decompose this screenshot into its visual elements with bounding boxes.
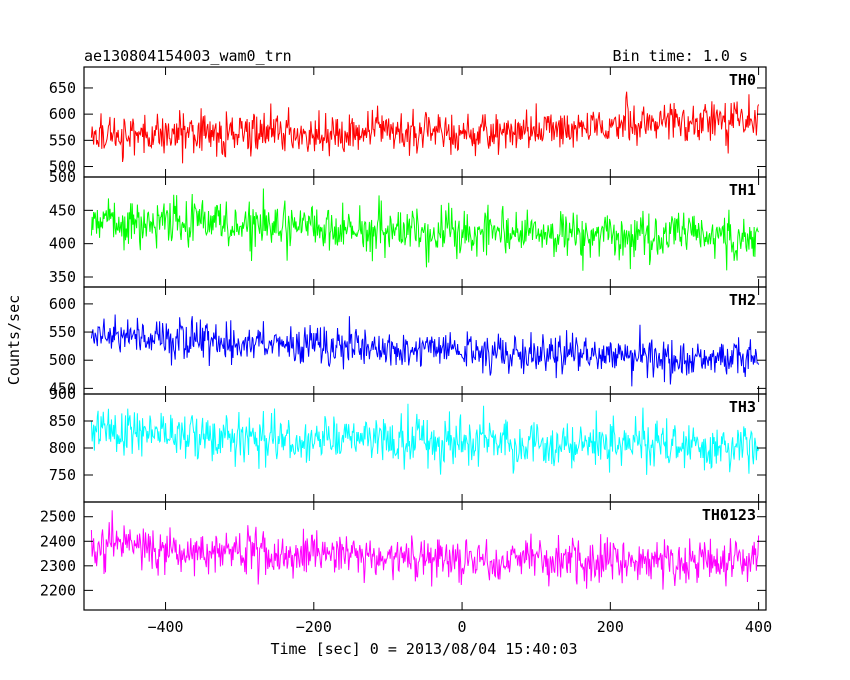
y-tick-label: 2500 [40,508,76,526]
y-tick-label: 600 [49,295,76,313]
x-tick-label: −200 [296,618,332,636]
x-tick-label: 0 [458,618,467,636]
y-tick-label: 2300 [40,557,76,575]
y-tick-label: 900 [49,385,76,403]
y-axis-label: Counts/sec [5,295,23,385]
y-tick-label: 2200 [40,581,76,599]
y-tick-label: 500 [49,351,76,369]
series-label-th1: TH1 [729,181,756,199]
y-tick-label: 750 [49,466,76,484]
panel-th0123: 2200 2300 2400 2500 TH0123 [40,501,767,611]
panel-th0: 500 550 600 650 TH0 [49,66,767,178]
x-tick-label: 400 [745,618,772,636]
y-tick-label: 450 [49,379,76,397]
series-line-th1 [90,188,760,271]
panel-frame [83,501,767,611]
panels-group: 500 550 600 650 TH0 350 400 450 500 TH1 450 500 550 6… [40,66,772,636]
series-label-th0: TH0 [729,71,756,89]
series-line-th2 [90,314,760,387]
series-line-th0 [90,91,760,164]
series-label-th0123: TH0123 [702,506,756,524]
y-tick-label: 500 [49,168,76,186]
x-tick-label: 200 [597,618,624,636]
series-label-th2: TH2 [729,291,756,309]
x-tick-label: −400 [147,618,183,636]
y-tick-label: 550 [49,131,76,149]
y-tick-label: 550 [49,323,76,341]
y-tick-label: 800 [49,439,76,457]
series-label-th3: TH3 [729,398,756,416]
y-tick-label: 500 [49,158,76,176]
series-line-th3 [90,403,760,475]
y-tick-label: 2400 [40,532,76,550]
series-line-th0123 [90,510,760,590]
y-tick-label: 650 [49,79,76,97]
y-tick-label: 400 [49,235,76,253]
y-tick-label: 850 [49,412,76,430]
panel-th1: 350 400 450 500 TH1 [49,168,767,288]
panel-th2: 450 500 550 600 TH2 [49,286,767,397]
y-tick-label: 600 [49,105,76,123]
x-axis-label: Time [sec] 0 = 2013/08/04 15:40:03 [270,640,577,658]
y-tick-label: 450 [49,201,76,219]
bin-time-label: Bin time: 1.0 s [613,47,748,65]
observation-title: ae130804154003_wam0_trn [84,47,292,65]
y-tick-label: 350 [49,268,76,286]
panel-th3: 750 800 850 900 TH3 [49,385,767,503]
